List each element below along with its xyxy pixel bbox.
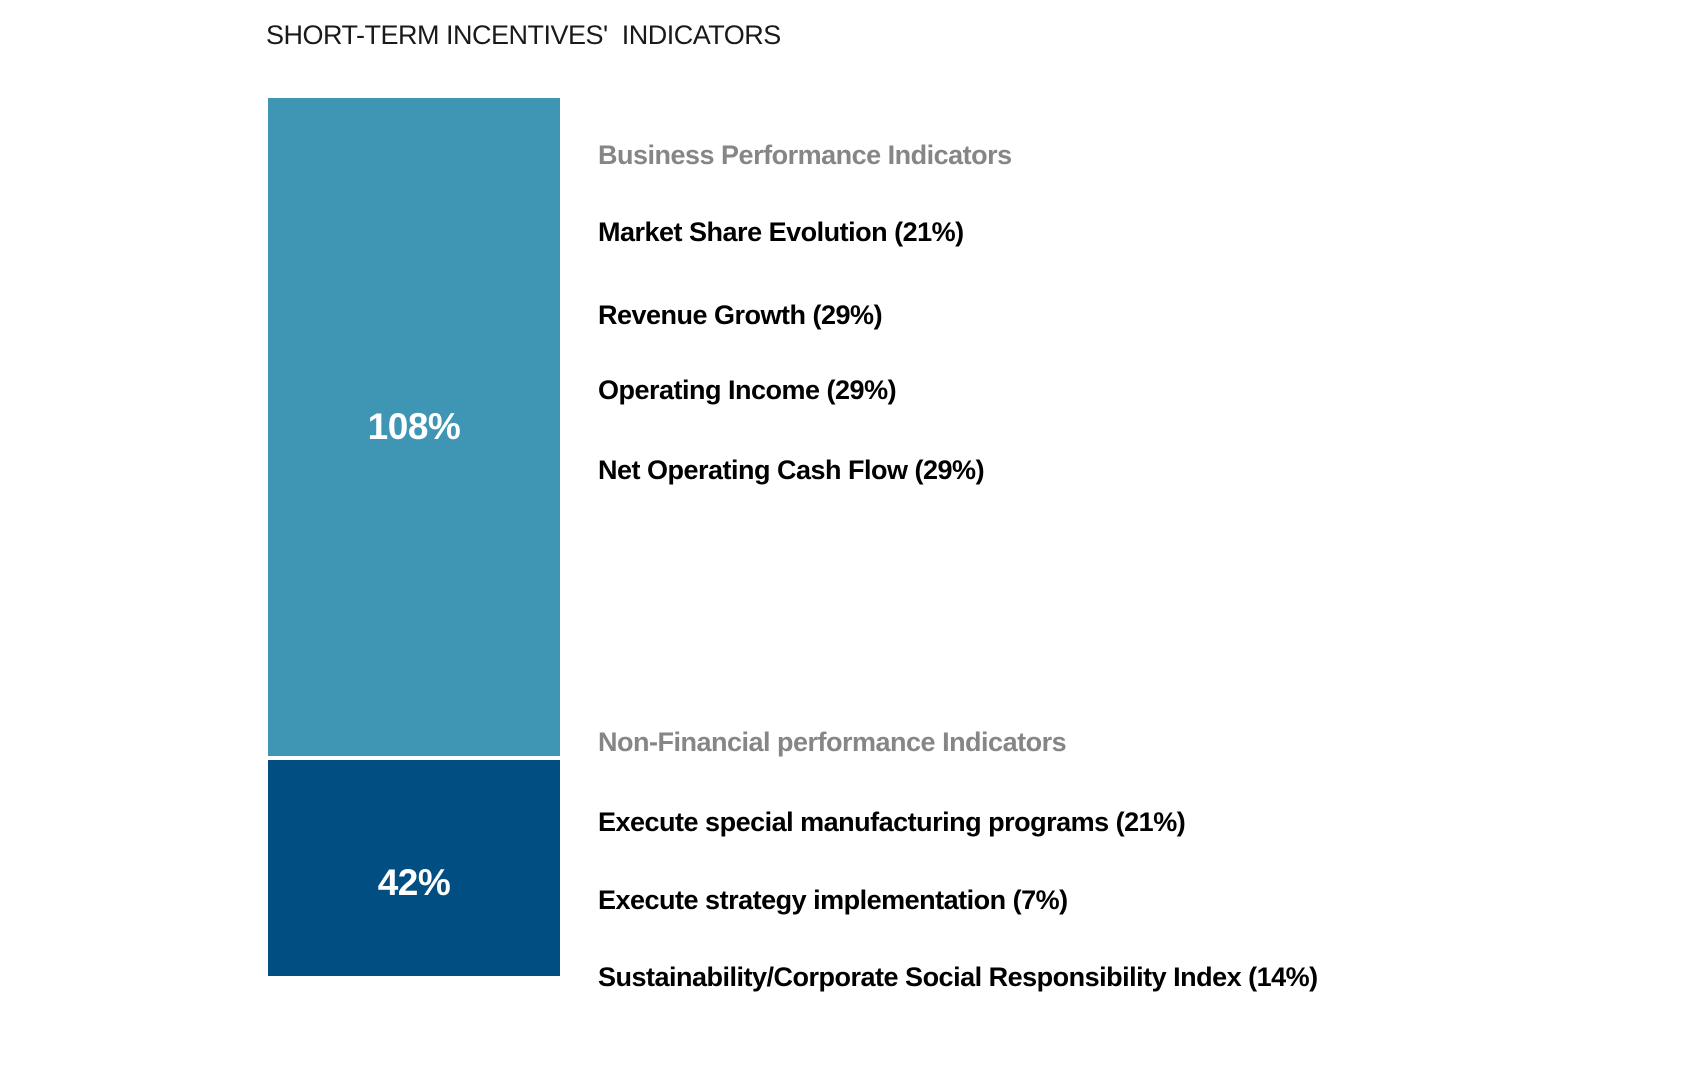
- bar-value-business-performance: 108%: [367, 406, 461, 447]
- indicator-market-share-evolution: Market Share Evolution (21%): [598, 217, 964, 247]
- indicator-sustainability-csr-index: Sustainability/Corporate Social Responsi…: [598, 962, 1318, 992]
- bar-value-non-financial: 42%: [377, 862, 451, 903]
- indicator-execute-strategy-implementation: Execute strategy implementation (7%): [598, 885, 1068, 915]
- indicator-net-operating-cash-flow: Net Operating Cash Flow (29%): [598, 455, 985, 485]
- indicator-revenue-growth: Revenue Growth (29%): [598, 300, 883, 330]
- section-header-non-financial: Non-Financial performance Indicators: [598, 727, 1067, 757]
- indicator-operating-income: Operating Income (29%): [598, 375, 897, 405]
- chart-title: SHORT-TERM INCENTIVES' INDICATORS: [266, 20, 781, 50]
- bar-segment-non-financial: 42%: [268, 760, 560, 976]
- section-header-business-performance: Business Performance Indicators: [598, 140, 1012, 170]
- bar-segment-business-performance: 108%: [268, 98, 560, 756]
- indicator-execute-special-manufacturing: Execute special manufacturing programs (…: [598, 807, 1186, 837]
